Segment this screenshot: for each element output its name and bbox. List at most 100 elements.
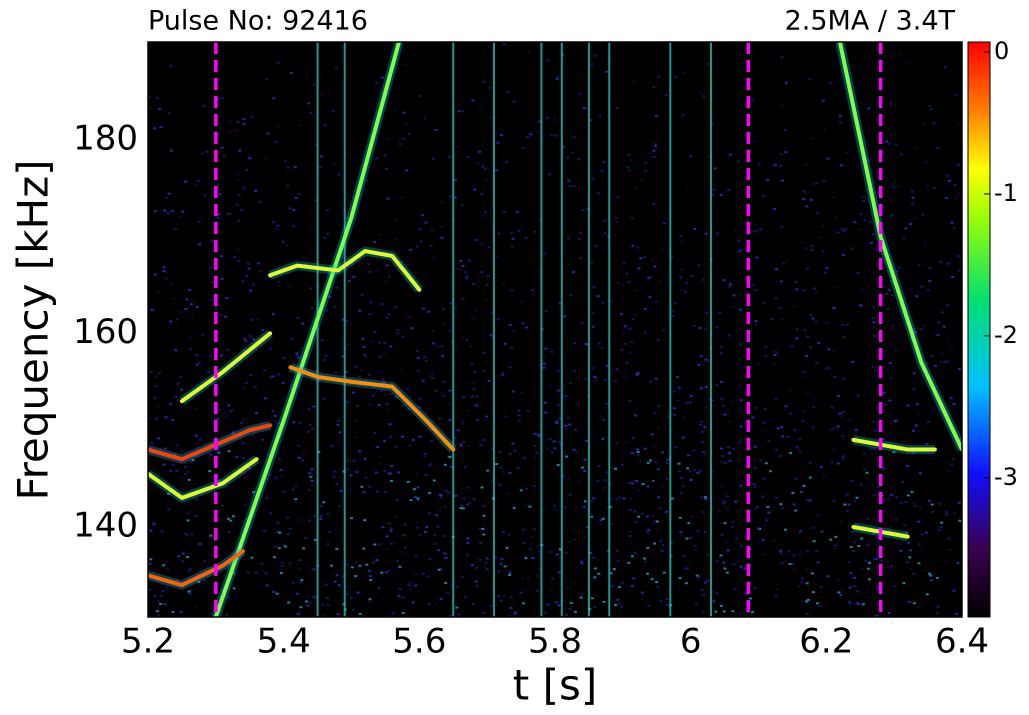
speckle [752,458,756,461]
speckle [605,364,609,367]
speckle [264,157,268,160]
speckle [806,498,810,501]
speckle [872,334,876,337]
speckle [653,265,657,268]
speckle [894,419,898,422]
speckle [589,500,593,503]
speckle [832,196,836,199]
speckle [842,377,846,380]
speckle [335,547,339,550]
speckle [655,580,659,583]
speckle [225,514,229,517]
speckle [739,565,743,568]
speckle [958,461,962,464]
speckle [459,442,463,445]
speckle [345,320,349,323]
colorbar-tick-label: 0 [994,37,1009,65]
speckle [163,209,167,212]
speckle [944,197,948,200]
speckle [350,266,354,269]
speckle [203,579,207,582]
speckle [226,596,230,599]
speckle [555,78,559,81]
speckle [890,493,894,496]
speckle [282,266,286,269]
speckle [791,491,795,494]
speckle [490,448,494,451]
speckle [922,123,926,126]
speckle [313,596,317,599]
speckle [637,267,641,270]
speckle [584,378,588,381]
speckle [662,329,666,332]
speckle [791,563,795,566]
speckle [637,515,641,518]
speckle [888,399,892,402]
speckle [515,211,519,214]
speckle [856,603,860,606]
speckle [387,569,391,572]
speckle [292,421,296,424]
speckle [390,542,394,545]
speckle [704,232,708,235]
speckle [853,499,857,502]
speckle [703,496,707,499]
speckle [335,483,339,486]
speckle [762,524,766,527]
speckle [946,469,950,472]
speckle [921,213,925,216]
speckle [601,301,605,304]
speckle [794,477,798,480]
speckle [362,614,366,617]
speckle [388,522,392,525]
speckle [619,312,623,315]
speckle [236,120,240,123]
speckle [368,313,372,316]
speckle [738,385,742,388]
speckle [384,571,388,574]
speckle [625,272,629,275]
speckle [940,521,944,524]
speckle [567,237,571,240]
speckle [505,161,509,164]
speckle [348,488,352,491]
speckle [810,248,814,251]
speckle [280,565,284,568]
speckle [718,311,722,314]
speckle [678,276,682,279]
speckle [897,52,901,55]
speckle [628,535,632,538]
speckle [468,345,472,348]
speckle [235,129,239,132]
speckle [273,556,277,559]
speckle [334,528,338,531]
speckle [956,561,960,564]
speckle [842,229,846,232]
speckle [171,419,175,422]
speckle [786,435,790,438]
speckle [416,357,420,360]
speckle [544,411,548,414]
speckle [630,217,634,220]
speckle [195,605,199,608]
speckle [530,535,534,538]
speckle [686,567,690,570]
speckle [486,558,490,561]
speckle [406,407,410,410]
speckle [763,345,767,348]
speckle [293,166,297,169]
speckle [565,587,569,590]
speckle [623,374,627,377]
speckle [919,506,923,509]
speckle [419,94,423,97]
speckle [472,498,476,501]
speckle [811,526,815,529]
speckle [829,538,833,541]
speckle [557,369,561,372]
speckle [162,266,166,269]
speckle [550,589,554,592]
speckle [943,66,947,69]
speckle [912,573,916,576]
speckle [611,573,615,576]
speckle [688,155,692,158]
